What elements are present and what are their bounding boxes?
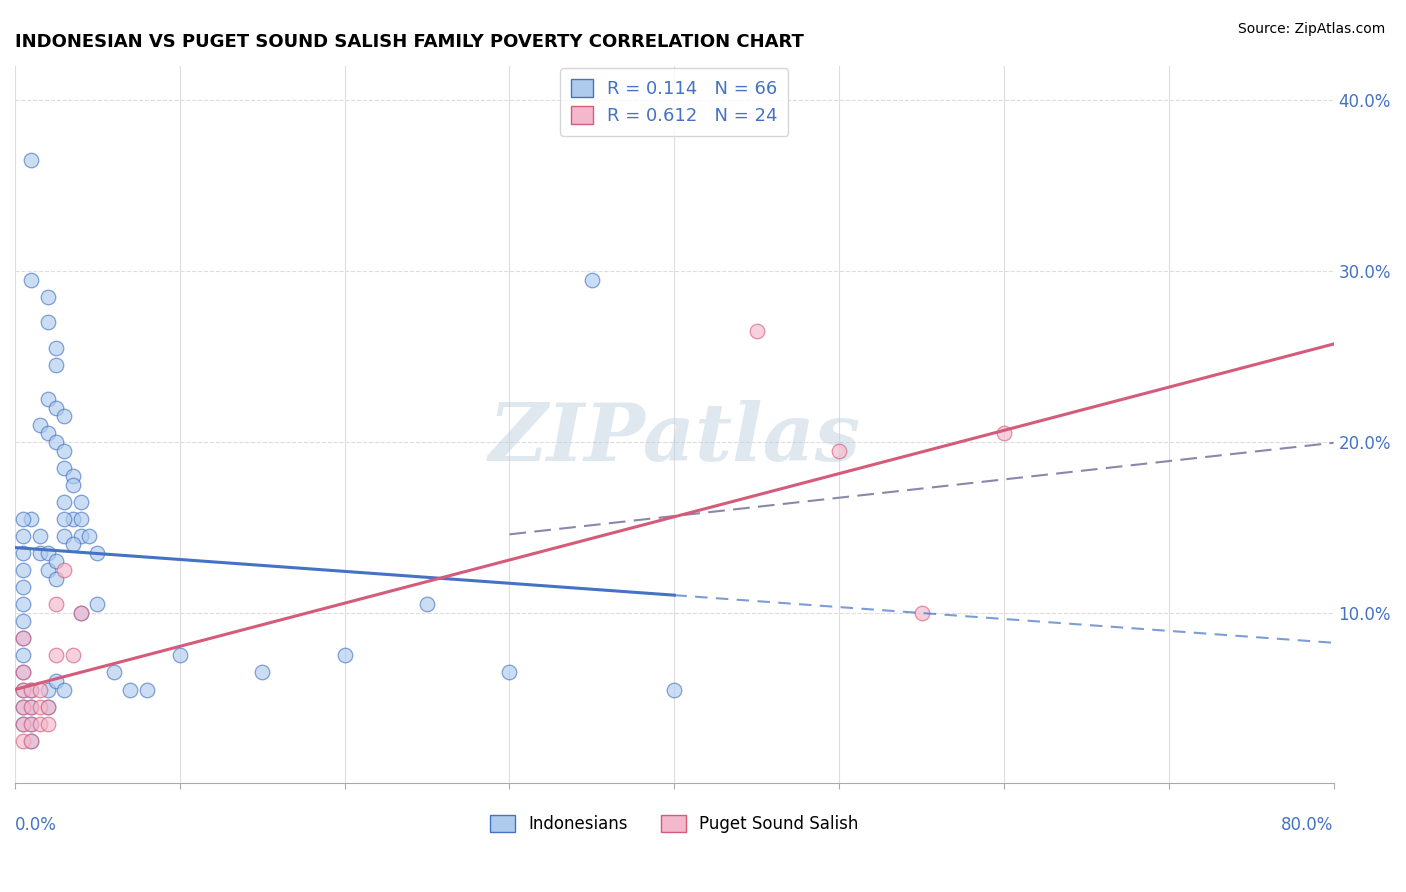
Point <box>20 682 42 697</box>
Point <box>62 512 84 526</box>
Point <box>70 606 93 620</box>
Point <box>13 563 35 577</box>
Point <box>45 673 67 688</box>
Point <box>13 716 35 731</box>
Point <box>252 665 274 680</box>
Point <box>20 273 42 287</box>
Point <box>910 606 932 620</box>
Point <box>37 290 59 304</box>
Point <box>37 563 59 577</box>
Point <box>77 529 100 543</box>
Point <box>13 716 35 731</box>
Text: 0.0%: 0.0% <box>15 816 56 834</box>
Point <box>45 572 67 586</box>
Point <box>37 682 59 697</box>
Point <box>37 699 59 714</box>
Point <box>169 648 191 663</box>
Point <box>581 273 603 287</box>
Point <box>498 665 520 680</box>
Point <box>37 699 59 714</box>
Point <box>45 341 67 355</box>
Point <box>28 417 51 432</box>
Point <box>86 546 108 560</box>
Point <box>86 597 108 611</box>
Text: ZIPatlas: ZIPatlas <box>488 401 860 478</box>
Point <box>53 443 76 458</box>
Point <box>62 537 84 551</box>
Point <box>20 699 42 714</box>
Point <box>28 699 51 714</box>
Point <box>20 716 42 731</box>
Point <box>13 682 35 697</box>
Point <box>70 529 93 543</box>
Point <box>53 409 76 424</box>
Point <box>20 733 42 747</box>
Point <box>37 426 59 441</box>
Point <box>13 529 35 543</box>
Point <box>20 716 42 731</box>
Point <box>62 469 84 483</box>
Point <box>53 460 76 475</box>
Point <box>45 597 67 611</box>
Point <box>333 648 356 663</box>
Point <box>20 733 42 747</box>
Point <box>13 682 35 697</box>
Text: Source: ZipAtlas.com: Source: ZipAtlas.com <box>1237 22 1385 37</box>
Point <box>45 554 67 568</box>
Point <box>37 716 59 731</box>
Point <box>37 546 59 560</box>
Point <box>53 563 76 577</box>
Point <box>20 153 42 168</box>
Point <box>135 682 157 697</box>
Point <box>53 512 76 526</box>
Point <box>13 665 35 680</box>
Point <box>745 324 768 338</box>
Point <box>13 632 35 646</box>
Point <box>45 401 67 415</box>
Point <box>62 648 84 663</box>
Text: 80.0%: 80.0% <box>1281 816 1334 834</box>
Point <box>37 392 59 407</box>
Point <box>53 494 76 508</box>
Point <box>20 699 42 714</box>
Point <box>13 512 35 526</box>
Point <box>120 682 142 697</box>
Point <box>45 358 67 372</box>
Point <box>70 494 93 508</box>
Point <box>13 648 35 663</box>
Point <box>70 512 93 526</box>
Point <box>828 443 851 458</box>
Point <box>13 614 35 628</box>
Point <box>13 597 35 611</box>
Point <box>45 434 67 449</box>
Legend: R = 0.114   N = 66, R = 0.612   N = 24: R = 0.114 N = 66, R = 0.612 N = 24 <box>560 68 789 136</box>
Point <box>13 632 35 646</box>
Point <box>28 529 51 543</box>
Point <box>664 682 686 697</box>
Point <box>13 733 35 747</box>
Point <box>13 699 35 714</box>
Point <box>70 606 93 620</box>
Point <box>13 665 35 680</box>
Point <box>53 682 76 697</box>
Point <box>13 580 35 594</box>
Point <box>13 699 35 714</box>
Point <box>103 665 125 680</box>
Point <box>993 426 1015 441</box>
Point <box>28 546 51 560</box>
Point <box>20 682 42 697</box>
Point <box>28 682 51 697</box>
Text: INDONESIAN VS PUGET SOUND SALISH FAMILY POVERTY CORRELATION CHART: INDONESIAN VS PUGET SOUND SALISH FAMILY … <box>15 33 804 51</box>
Point <box>416 597 439 611</box>
Point <box>20 512 42 526</box>
Point <box>45 648 67 663</box>
Point <box>37 315 59 329</box>
Point <box>62 477 84 491</box>
Point <box>28 716 51 731</box>
Point <box>53 529 76 543</box>
Point <box>13 546 35 560</box>
